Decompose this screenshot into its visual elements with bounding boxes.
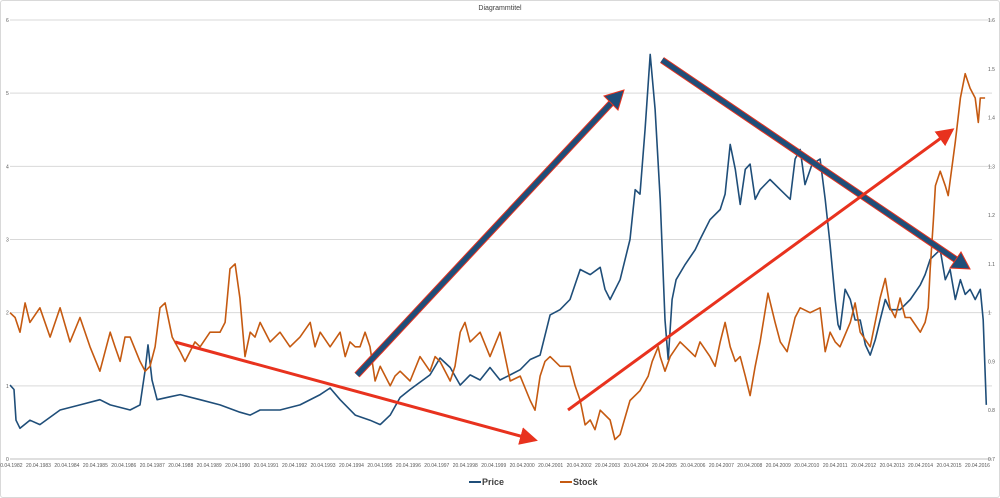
trend-arrows [174, 57, 971, 445]
y-tick-label-left: 2 [6, 311, 9, 317]
series-line-stock [9, 72, 986, 441]
x-tick-label: 20.04.2015 [936, 463, 961, 469]
x-tick-label: 20.04.1983 [26, 463, 51, 469]
y-tick-label-right: 1 [988, 311, 991, 317]
x-tick-label: 20.04.2011 [823, 463, 848, 469]
x-tick-label: 20.04.1992 [282, 463, 307, 469]
x-tick-label: 20.04.1994 [339, 463, 364, 469]
y-tick-label-right: 1.5 [988, 67, 995, 73]
x-tick-label: 20.04.2000 [510, 463, 535, 469]
y-axis-right: 0.7 0.8 0.9 1 1.1 1.2 1.3 1.4 1.5 1.6 [988, 18, 995, 463]
x-tick-label: 20.04.2014 [908, 463, 933, 469]
legend-label-stock: Stock [573, 477, 599, 487]
y-tick-label-left: 3 [6, 238, 9, 244]
x-tick-label: 20.04.1997 [424, 463, 449, 469]
blue-trend-arrow-down [660, 57, 971, 270]
x-tick-label: 20.04.2013 [880, 463, 905, 469]
red-trend-arrow-1 [174, 340, 538, 445]
series-line-price [9, 53, 988, 430]
x-tick-label: 20.04.2005 [652, 463, 677, 469]
legend-label-price: Price [482, 477, 504, 487]
x-tick-label: 20.04.2008 [737, 463, 762, 469]
x-tick-label: 20.04.2002 [567, 463, 592, 469]
y-tick-label-left: 4 [6, 164, 9, 170]
x-tick-label: 20.04.2012 [851, 463, 876, 469]
y-tick-label-right: 1.1 [988, 262, 995, 268]
x-tick-label: 20.04.1989 [197, 463, 222, 469]
y-tick-label-right: 0.9 [988, 359, 995, 365]
x-tick-label: 20.04.2003 [595, 463, 620, 469]
y-axis-left: 0 1 2 3 4 5 6 [6, 18, 9, 463]
x-tick-label: 20.04.1995 [367, 463, 392, 469]
x-tick-label: 20.04.1982 [0, 463, 23, 469]
y-tick-label-right: 1.4 [988, 116, 995, 122]
x-tick-label: 20.04.2016 [965, 463, 990, 469]
x-tick-label: 20.04.2001 [538, 463, 563, 469]
y-tick-label-left: 1 [6, 384, 9, 390]
y-tick-label-right: 1.3 [988, 164, 995, 170]
red-trend-arrow-2 [567, 128, 955, 412]
x-tick-label: 20.04.1986 [111, 463, 136, 469]
x-tick-label: 20.04.1991 [254, 463, 279, 469]
x-tick-label: 20.04.1998 [453, 463, 478, 469]
x-tick-label: 20.04.1987 [140, 463, 165, 469]
x-tick-label: 20.04.1996 [396, 463, 421, 469]
x-tick-label: 20.04.1985 [83, 463, 108, 469]
y-tick-label-left: 0 [6, 457, 9, 463]
x-tick-label: 20.04.2006 [680, 463, 705, 469]
gridlines [10, 19, 992, 460]
x-tick-label: 20.04.2007 [709, 463, 734, 469]
x-tick-label: 20.04.2009 [766, 463, 791, 469]
x-tick-label: 20.04.1993 [310, 463, 335, 469]
series-group [9, 53, 988, 441]
x-tick-label: 20.04.1984 [54, 463, 79, 469]
y-tick-label-right: 0.8 [988, 408, 995, 414]
y-tick-label-right: 1.2 [988, 213, 995, 219]
y-tick-label-right: 0.7 [988, 457, 995, 463]
x-tick-label: 20.04.1988 [168, 463, 193, 469]
y-tick-label-left: 6 [6, 18, 9, 24]
blue-trend-arrow-up [354, 89, 625, 378]
legend: Price Stock [469, 477, 599, 487]
x-tick-label: 20.04.2010 [794, 463, 819, 469]
chart-title: Diagrammtitel [478, 5, 522, 12]
x-tick-label: 20.04.1990 [225, 463, 250, 469]
x-tick-label: 20.04.1999 [481, 463, 506, 469]
y-tick-label-right: 1.6 [988, 18, 995, 24]
y-tick-label-left: 5 [6, 91, 9, 97]
x-tick-label: 20.04.2004 [623, 463, 648, 469]
